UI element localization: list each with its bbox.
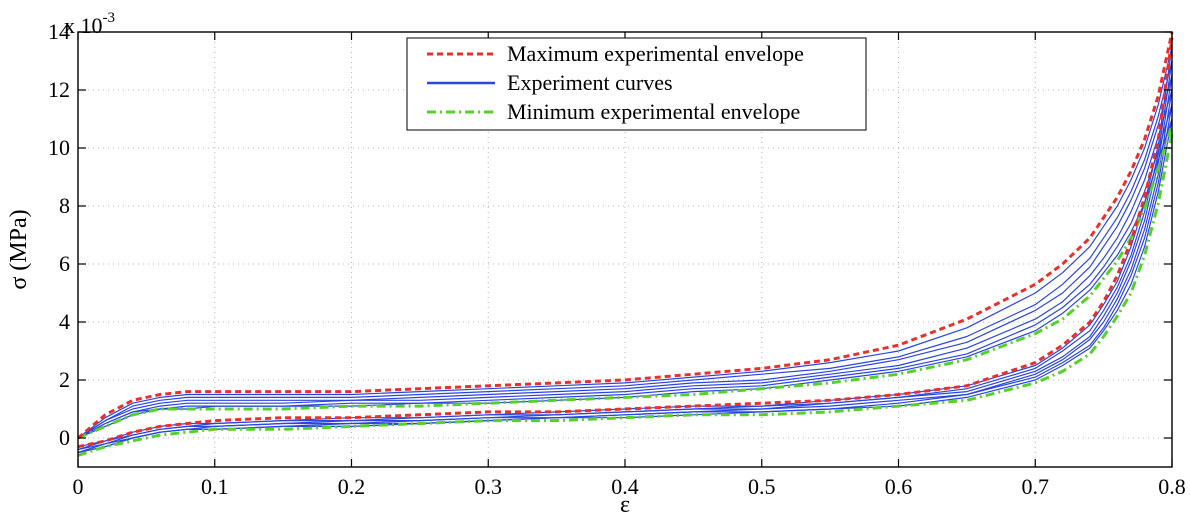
y-tick-label: 8 (59, 193, 70, 218)
x-tick-label: 0.3 (475, 474, 503, 499)
min-envelope-loading (77, 124, 1174, 440)
experiment-curve-loading (77, 89, 1173, 439)
legend-label: Maximum experimental envelope (507, 41, 804, 66)
experiment-curve-unloading (77, 75, 1173, 451)
y-axis-label: σ (MPa) (6, 209, 32, 289)
y-tick-label: 10 (48, 135, 70, 160)
experiment-curve-loading (77, 75, 1173, 439)
max-envelope-unloading (77, 37, 1174, 449)
min-envelope-unloading (77, 133, 1174, 457)
x-tick-label: 0.7 (1022, 474, 1050, 499)
y-scale-exponent: -3 (103, 10, 116, 26)
experiment-curve-loading (77, 46, 1173, 439)
axes-box (77, 31, 1173, 468)
y-tick-label: 14 (48, 19, 70, 44)
x-tick-label: 0.8 (1158, 474, 1186, 499)
x-axis-label: ε (620, 492, 630, 517)
y-tick-label: 6 (59, 251, 70, 276)
y-scale-label: x 10-3 (64, 10, 115, 38)
x-tick-label: 0 (73, 474, 84, 499)
legend: Maximum experimental envelope Experiment … (406, 37, 867, 131)
experiment-curve-loading (77, 60, 1173, 439)
y-tick-label: 2 (59, 367, 70, 392)
y-tick-label: 4 (59, 309, 70, 334)
x-tick-label: 0.6 (885, 474, 913, 499)
legend-label: Experiment curves (507, 70, 673, 95)
x-tick-label: 0.5 (748, 474, 776, 499)
series-layer (77, 31, 1174, 457)
max-envelope-loading (77, 31, 1174, 440)
y-tick-label: 12 (48, 77, 70, 102)
y-tick-label: 0 (59, 425, 70, 450)
x-tick-label: 0.2 (338, 474, 366, 499)
experiment-curve-loading (77, 104, 1173, 439)
axes: 0 0.1 0.2 0.3 0.4 0.5 0.6 0.7 0.8 0 2 4 6 8 10 12 14 ε σ (… (6, 10, 1186, 518)
y-scale-base: x 10 (64, 13, 103, 38)
x-tick-label: 0.4 (611, 474, 639, 499)
legend-label: Minimum experimental envelope (507, 99, 800, 124)
x-tick-label: 0.1 (201, 474, 229, 499)
